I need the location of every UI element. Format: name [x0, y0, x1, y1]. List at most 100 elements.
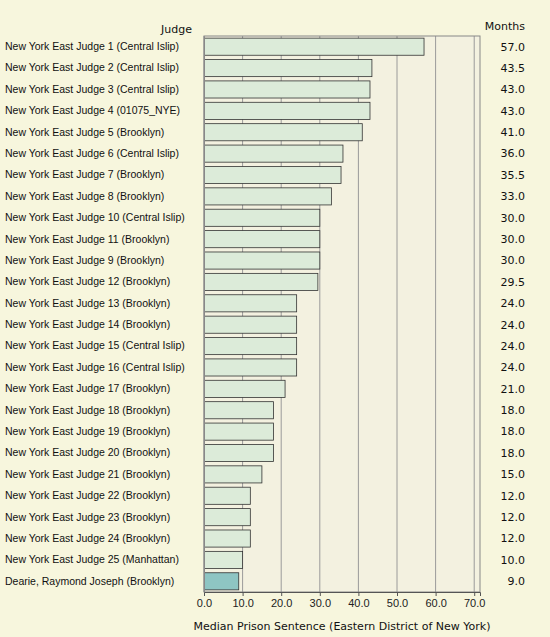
data-label: 30.0 — [501, 212, 526, 225]
data-label: 12.0 — [501, 511, 526, 524]
x-tick: 60.0 — [425, 592, 446, 609]
x-tick-mark — [358, 592, 359, 596]
y-tick: New York East Judge 10 (Central Islip) — [5, 211, 204, 223]
y-tick-label: New York East Judge 25 (Manhattan) — [5, 553, 179, 565]
y-tick: New York East Judge 9 (Brooklyn) — [5, 254, 204, 266]
y-tick: New York East Judge 2 (Central Islip) — [5, 61, 204, 73]
bar — [204, 402, 273, 419]
y-tick-label: New York East Judge 7 (Brooklyn) — [5, 168, 164, 180]
x-tick-label: 30.0 — [310, 597, 331, 609]
x-tick-mark — [204, 592, 205, 596]
bar — [204, 444, 273, 461]
data-label: 29.5 — [501, 276, 526, 289]
x-axis-title: Median Prison Sentence (Eastern District… — [194, 620, 491, 633]
y-tick-label: New York East Judge 20 (Brooklyn) — [5, 446, 170, 458]
y-tick-label: New York East Judge 10 (Central Islip) — [5, 211, 185, 223]
x-tick-mark — [320, 592, 321, 596]
bar — [204, 509, 250, 526]
data-label: 41.0 — [501, 126, 526, 139]
data-label: 24.0 — [501, 319, 526, 332]
bar — [204, 38, 424, 55]
y-tick: New York East Judge 20 (Brooklyn) — [5, 446, 204, 458]
y-tick: Dearie, Raymond Joseph (Brooklyn) — [5, 575, 204, 587]
y-tick: New York East Judge 6 (Central Islip) — [5, 147, 204, 159]
x-tick: 10.0 — [232, 592, 253, 609]
y-tick: New York East Judge 7 (Brooklyn) — [5, 168, 204, 180]
data-label: 12.0 — [501, 532, 526, 545]
bar — [204, 466, 262, 483]
data-label: 21.0 — [501, 383, 526, 396]
x-tick-mark — [243, 592, 244, 596]
y-tick: New York East Judge 13 (Brooklyn) — [5, 297, 204, 309]
y-tick: New York East Judge 3 (Central Islip) — [5, 83, 204, 95]
x-tick-mark — [436, 592, 437, 596]
y-tick-label: New York East Judge 6 (Central Islip) — [5, 147, 179, 159]
x-axis: 0.0 10.0 20.0 30.0 40.0 50.0 60.0 70.0 — [197, 592, 486, 609]
data-label: 33.0 — [501, 190, 526, 203]
y-tick: New York East Judge 18 (Brooklyn) — [5, 404, 204, 416]
data-label: 24.0 — [501, 340, 526, 353]
bar — [204, 316, 297, 333]
y-tick: New York East Judge 16 (Central Islip) — [5, 361, 204, 373]
y-tick-label: New York East Judge 24 (Brooklyn) — [5, 532, 170, 544]
x-tick-mark — [397, 592, 398, 596]
data-label: 18.0 — [501, 447, 526, 460]
bar — [204, 145, 343, 162]
y-tick-label: New York East Judge 19 (Brooklyn) — [5, 425, 170, 437]
y-tick-label: New York East Judge 16 (Central Islip) — [5, 361, 185, 373]
data-label: 43.0 — [501, 83, 526, 96]
data-label: 43.5 — [501, 62, 526, 75]
bars — [204, 38, 424, 590]
bar — [204, 273, 318, 290]
y-tick-label: New York East Judge 21 (Brooklyn) — [5, 468, 170, 480]
y-tick: New York East Judge 19 (Brooklyn) — [5, 425, 204, 437]
x-tick-label: 10.0 — [232, 597, 253, 609]
y-tick: New York East Judge 12 (Brooklyn) — [5, 275, 204, 287]
data-label: 36.0 — [501, 147, 526, 160]
y-tick: New York East Judge 5 (Brooklyn) — [5, 126, 204, 138]
bar — [204, 573, 239, 590]
grid — [204, 36, 474, 592]
y-tick: New York East Judge 11 (Brooklyn) — [5, 233, 204, 245]
y-tick: New York East Judge 21 (Brooklyn) — [5, 468, 204, 480]
y-tick-label: New York East Judge 11 (Brooklyn) — [5, 233, 169, 245]
data-label: 43.0 — [501, 105, 526, 118]
y-tick-label: New York East Judge 5 (Brooklyn) — [5, 126, 164, 138]
data-label: 18.0 — [501, 425, 526, 438]
grid-line — [397, 36, 398, 592]
y-tick-label: New York East Judge 4 (01075_NYE) — [5, 104, 180, 116]
bar — [204, 551, 243, 568]
x-tick-label: 70.0 — [464, 597, 485, 609]
bar — [204, 338, 297, 355]
y-tick: New York East Judge 24 (Brooklyn) — [5, 532, 204, 544]
x-tick-label: 50.0 — [387, 597, 408, 609]
bar — [204, 295, 297, 312]
bar — [204, 124, 362, 141]
chart: 0.0 10.0 20.0 30.0 40.0 50.0 60.0 70.0 New York … — [0, 0, 550, 637]
y-tick: New York East Judge 15 (Central Islip) — [5, 339, 204, 351]
data-label: 30.0 — [501, 254, 526, 267]
bar — [204, 231, 320, 248]
x-tick-label: 0.0 — [197, 597, 212, 609]
y-tick: New York East Judge 8 (Brooklyn) — [5, 190, 204, 202]
y-tick-label: New York East Judge 15 (Central Islip) — [5, 339, 185, 351]
bar — [204, 530, 250, 547]
y-tick-label: New York East Judge 13 (Brooklyn) — [5, 297, 170, 309]
value-column-title: Months — [485, 20, 525, 33]
data-label: 18.0 — [501, 404, 526, 417]
y-tick-label: New York East Judge 17 (Brooklyn) — [5, 382, 170, 394]
bar — [204, 359, 297, 376]
y-tick-label: New York East Judge 12 (Brooklyn) — [5, 275, 170, 287]
y-tick-label: New York East Judge 14 (Brooklyn) — [5, 318, 170, 330]
x-tick: 50.0 — [387, 592, 408, 609]
x-tick: 0.0 — [197, 592, 212, 609]
y-tick-label: New York East Judge 9 (Brooklyn) — [5, 254, 164, 266]
data-labels: 57.043.543.043.041.036.035.533.030.030.0… — [501, 41, 526, 589]
y-tick-label: New York East Judge 2 (Central Islip) — [5, 61, 179, 73]
y-axis: New York East Judge 1 (Central Islip)New… — [5, 37, 205, 593]
x-tick: 40.0 — [348, 592, 369, 609]
x-tick: 20.0 — [271, 592, 292, 609]
grid-line — [435, 36, 436, 592]
y-tick: New York East Judge 25 (Manhattan) — [5, 553, 204, 565]
data-label: 10.0 — [501, 554, 526, 567]
